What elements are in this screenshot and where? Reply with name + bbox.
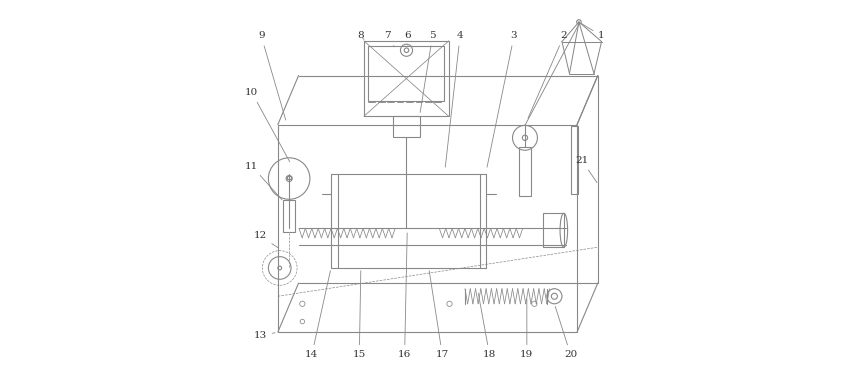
Text: 17: 17 [429,271,449,359]
Text: 14: 14 [306,271,330,359]
Text: 9: 9 [258,32,286,120]
Text: 16: 16 [398,233,411,359]
Text: 5: 5 [420,32,436,112]
Bar [368,47,444,101]
Text: 6: 6 [405,32,412,46]
Text: 15: 15 [353,271,366,359]
Text: 20: 20 [556,306,577,359]
Text: 18: 18 [479,293,496,359]
Text: 7: 7 [384,32,395,47]
Text: 2: 2 [528,32,568,118]
Text: 10: 10 [245,88,289,162]
Bar [543,213,564,247]
Bar [287,176,291,179]
Bar [283,200,294,232]
Text: 19: 19 [520,299,533,359]
Text: 8: 8 [358,32,364,40]
Text: 13: 13 [253,331,275,340]
Text: 12: 12 [253,231,278,248]
Bar [571,126,578,194]
Text: 3: 3 [487,32,517,167]
Bar [393,116,419,137]
Bar [520,147,531,196]
Text: 11: 11 [245,162,282,200]
Text: 4: 4 [445,32,463,167]
Text: 1: 1 [581,23,605,40]
Text: 21: 21 [575,156,597,182]
Bar [278,125,577,332]
Bar [364,41,449,116]
